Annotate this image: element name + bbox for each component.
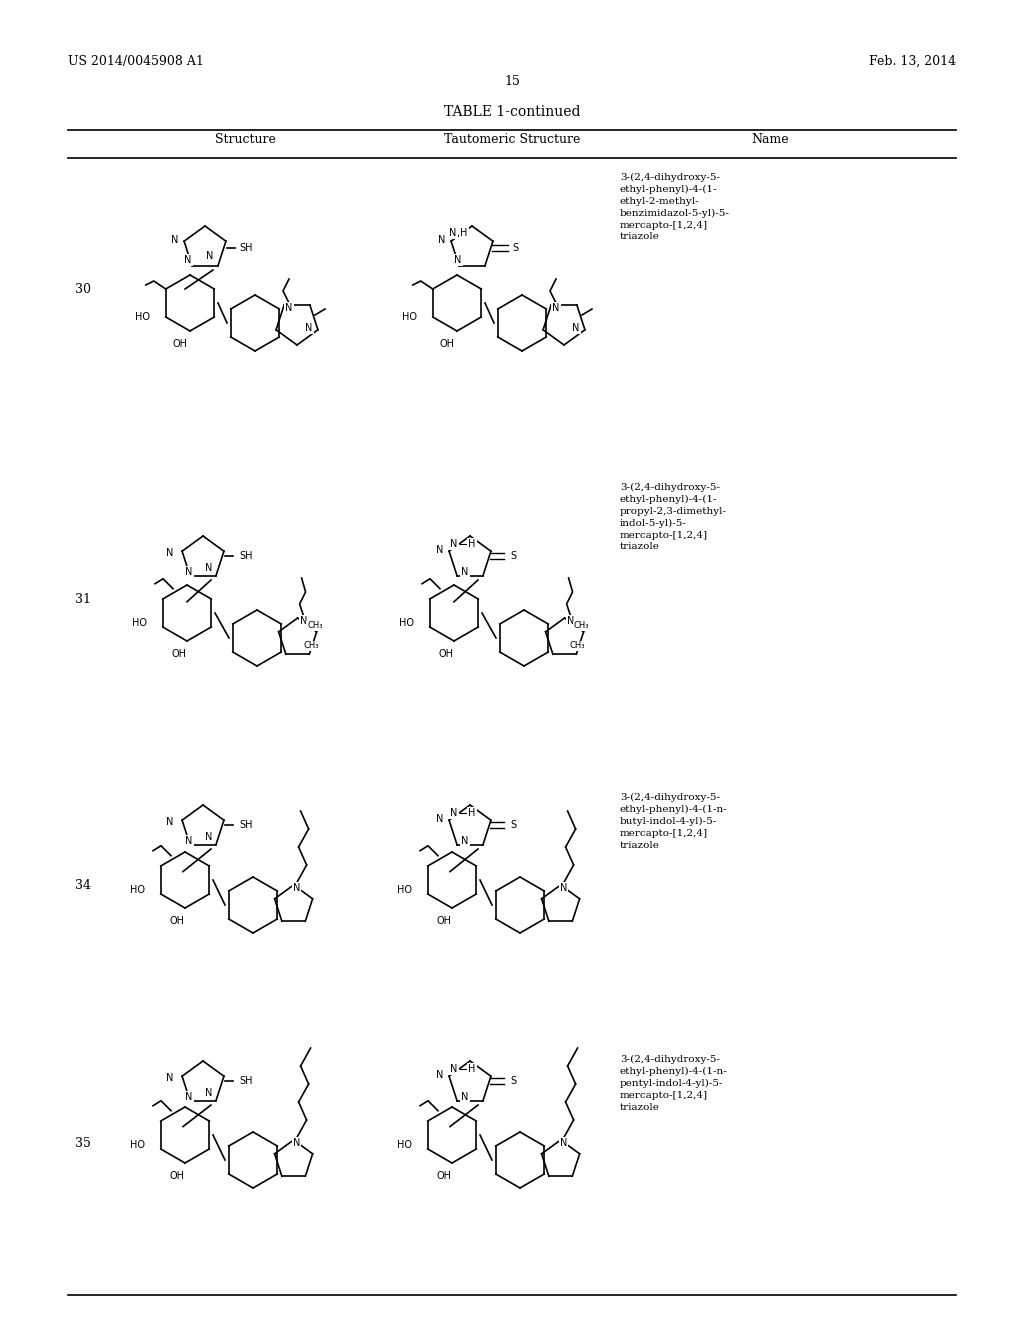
Text: N: N: [435, 545, 443, 554]
Text: 15: 15: [504, 75, 520, 88]
Text: OH: OH: [171, 649, 186, 659]
Text: HO: HO: [132, 618, 147, 628]
Text: N: N: [185, 568, 193, 577]
Text: N: N: [451, 539, 458, 549]
Text: Tautomeric Structure: Tautomeric Structure: [443, 133, 581, 147]
Text: Feb. 13, 2014: Feb. 13, 2014: [869, 55, 956, 69]
Text: N: N: [305, 323, 312, 333]
Text: N: N: [286, 304, 293, 313]
Text: HO: HO: [402, 312, 417, 322]
Text: 3-(2,4-dihydroxy-5-
ethyl-phenyl)-4-(1-n-
pentyl-indol-4-yl)-5-
mercapto-[1,2,4]: 3-(2,4-dihydroxy-5- ethyl-phenyl)-4-(1-n…: [620, 1055, 728, 1111]
Text: N: N: [552, 304, 560, 313]
Text: CH₃: CH₃: [307, 622, 323, 631]
Text: N: N: [166, 817, 173, 828]
Text: N: N: [206, 564, 213, 573]
Text: OH: OH: [170, 916, 184, 927]
Text: N: N: [171, 235, 178, 246]
Text: TABLE 1-continued: TABLE 1-continued: [443, 106, 581, 119]
Text: N: N: [435, 1071, 443, 1080]
Text: N: N: [184, 255, 191, 265]
Text: N: N: [206, 1088, 213, 1098]
Text: 3-(2,4-dihydroxy-5-
ethyl-phenyl)-4-(1-n-
butyl-indol-4-yl)-5-
mercapto-[1,2,4]
: 3-(2,4-dihydroxy-5- ethyl-phenyl)-4-(1-n…: [620, 793, 728, 850]
Text: N: N: [293, 883, 300, 894]
Text: S: S: [510, 1076, 516, 1086]
Text: N: N: [437, 235, 445, 246]
Text: N: N: [560, 883, 567, 894]
Text: N: N: [435, 814, 443, 824]
Text: CH₃: CH₃: [574, 622, 590, 631]
Text: HO: HO: [130, 884, 145, 895]
Text: N: N: [206, 251, 214, 261]
Text: 3-(2,4-dihydroxy-5-
ethyl-phenyl)-4-(1-
ethyl-2-methyl-
benzimidazol-5-yl)-5-
me: 3-(2,4-dihydroxy-5- ethyl-phenyl)-4-(1- …: [620, 173, 730, 242]
Text: HO: HO: [135, 312, 150, 322]
Text: OH: OH: [436, 916, 452, 927]
Text: OH: OH: [172, 339, 187, 348]
Text: SH: SH: [239, 550, 253, 561]
Text: N: N: [166, 1073, 173, 1082]
Text: N: N: [185, 836, 193, 846]
Text: Structure: Structure: [215, 133, 275, 147]
Text: OH: OH: [170, 1171, 184, 1181]
Text: 34: 34: [75, 879, 91, 892]
Text: N: N: [185, 1092, 193, 1102]
Text: SH: SH: [239, 243, 253, 253]
Text: H: H: [468, 808, 476, 818]
Text: H: H: [468, 1064, 476, 1074]
Text: N: N: [560, 1138, 567, 1148]
Text: N: N: [450, 228, 457, 238]
Text: S: S: [512, 243, 518, 253]
Text: 35: 35: [75, 1137, 91, 1150]
Text: US 2014/0045908 A1: US 2014/0045908 A1: [68, 55, 204, 69]
Text: H: H: [461, 228, 468, 238]
Text: 31: 31: [75, 593, 91, 606]
Text: HO: HO: [399, 618, 414, 628]
Text: N: N: [462, 836, 469, 846]
Text: CH₃: CH₃: [570, 642, 586, 651]
Text: SH: SH: [239, 820, 253, 830]
Text: N: N: [451, 808, 458, 818]
Text: OH: OH: [436, 1171, 452, 1181]
Text: HO: HO: [397, 884, 412, 895]
Text: OH: OH: [438, 649, 454, 659]
Text: N: N: [300, 616, 307, 626]
Text: N: N: [462, 1092, 469, 1102]
Text: OH: OH: [439, 339, 455, 348]
Text: N: N: [206, 832, 213, 842]
Text: Name: Name: [752, 133, 788, 147]
Text: 3-(2,4-dihydroxy-5-
ethyl-phenyl)-4-(1-
propyl-2,3-dimethyl-
indol-5-yl)-5-
merc: 3-(2,4-dihydroxy-5- ethyl-phenyl)-4-(1- …: [620, 483, 727, 552]
Text: N: N: [572, 323, 580, 333]
Text: HO: HO: [130, 1140, 145, 1150]
Text: S: S: [510, 550, 516, 561]
Text: HO: HO: [397, 1140, 412, 1150]
Text: CH₃: CH₃: [303, 642, 318, 651]
Text: N: N: [451, 1064, 458, 1074]
Text: S: S: [510, 820, 516, 830]
Text: N: N: [455, 255, 462, 265]
Text: 30: 30: [75, 282, 91, 296]
Text: N: N: [293, 1138, 300, 1148]
Text: H: H: [468, 539, 476, 549]
Text: N: N: [166, 548, 173, 558]
Text: SH: SH: [239, 1076, 253, 1086]
Text: N: N: [462, 568, 469, 577]
Text: N: N: [567, 616, 574, 626]
